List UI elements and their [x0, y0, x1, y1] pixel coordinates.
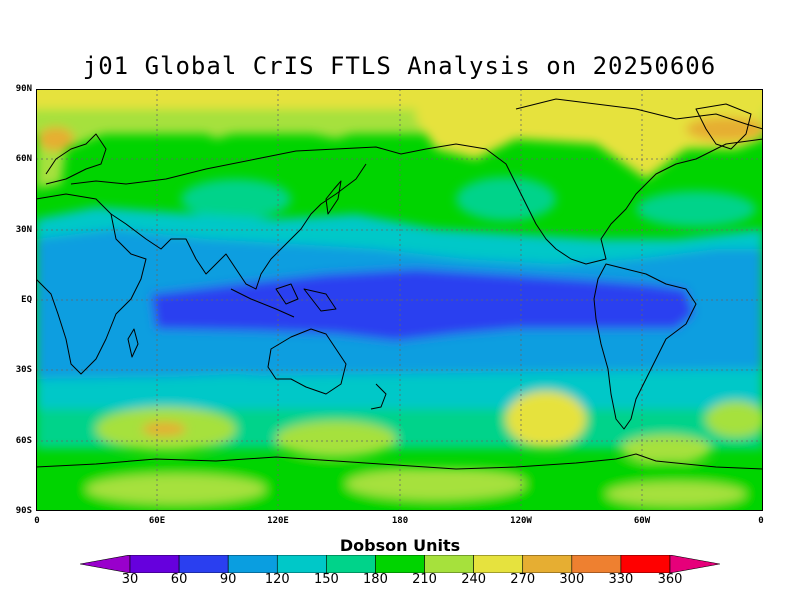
map-title: j01 Global CrIS FTLS Analysis on 2025060…: [82, 52, 717, 80]
colorbar-swatch: [424, 555, 474, 573]
colorbar-swatch: [473, 555, 524, 573]
colorbar-swatch: [620, 555, 671, 573]
map-frame: [36, 89, 763, 511]
colorbar-swatch: [571, 555, 622, 573]
lat-label: 90S: [15, 506, 32, 516]
lat-label: 60S: [15, 436, 32, 446]
lon-label: 120W: [510, 516, 532, 526]
lat-label: 30N: [15, 225, 32, 235]
colorbar-swatch: [375, 555, 425, 573]
lon-label: 60W: [633, 516, 651, 526]
colorbar-swatch: [178, 555, 229, 573]
colorbar-tick-label: 150: [313, 572, 339, 587]
colorbar-swatch: [227, 555, 278, 573]
lat-label: 60N: [15, 154, 32, 164]
colorbar-swatch: [522, 555, 573, 573]
lon-label: 120E: [267, 516, 289, 526]
colorbar-swatch: [276, 555, 327, 573]
colorbar-swatch: [326, 555, 376, 573]
coastlines: [36, 98, 763, 470]
lat-label: 30S: [15, 365, 32, 375]
lat-label: EQ: [21, 295, 32, 305]
lon-label: 0: [34, 516, 40, 526]
graticule: [36, 89, 763, 511]
colorbar-swatch: [129, 555, 180, 573]
ozone-field: [36, 89, 763, 511]
colorbar: [80, 555, 720, 573]
lon-label: 60E: [148, 516, 166, 526]
colorbar-tick-label: 60: [170, 572, 188, 587]
colorbar-title: Dobson Units: [339, 536, 461, 555]
colorbar-tick-label: 30: [121, 572, 139, 587]
colorbar-tick-label: 360: [657, 572, 683, 587]
colorbar-tick-label: 210: [412, 572, 437, 587]
colorbar-extend-high: [669, 555, 720, 573]
lon-label: 0: [758, 516, 764, 526]
colorbar-tick-label: 300: [559, 572, 585, 587]
colorbar-tick-label: 270: [510, 572, 536, 587]
colorbar-tick-label: 240: [461, 572, 487, 587]
colorbar-tick-label: 180: [363, 572, 388, 587]
lat-label: 90N: [15, 84, 32, 94]
colorbar-tick-label: 120: [264, 572, 290, 587]
ozone-map: [36, 89, 763, 511]
colorbar-tick-label: 90: [219, 572, 237, 587]
colorbar-tick-label: 330: [608, 572, 634, 587]
colorbar-extend-low: [80, 555, 131, 573]
lon-label: 180: [391, 516, 409, 526]
